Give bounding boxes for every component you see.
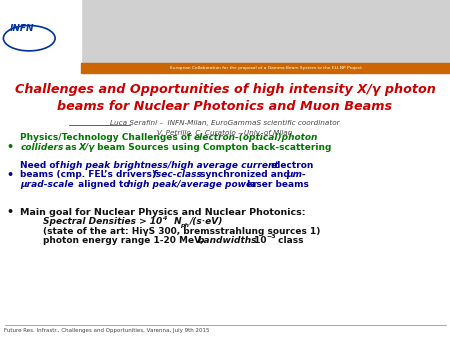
Text: electron: electron <box>268 161 313 170</box>
Text: colliders: colliders <box>20 143 63 151</box>
Text: INFN: INFN <box>10 24 35 33</box>
Text: μm-: μm- <box>286 170 306 179</box>
Text: beams for Nuclear Photonics and Muon Beams: beams for Nuclear Photonics and Muon Bea… <box>58 100 392 113</box>
Text: X/γ: X/γ <box>79 143 95 151</box>
Text: ph: ph <box>180 223 189 227</box>
Text: −3: −3 <box>266 234 276 239</box>
Text: (state of the art: HiγS 300, bremsstrahlung sources 1): (state of the art: HiγS 300, bremsstrahl… <box>43 227 320 236</box>
Text: beams (cmp. FEL’s drivers): beams (cmp. FEL’s drivers) <box>20 170 159 179</box>
Text: electron-(optical)photon: electron-(optical)photon <box>194 133 318 142</box>
Text: μrad-scale: μrad-scale <box>20 180 74 189</box>
Text: •: • <box>7 170 14 180</box>
Text: laser beams: laser beams <box>244 180 309 189</box>
Text: bandwidths: bandwidths <box>198 236 257 245</box>
Text: N: N <box>171 217 182 226</box>
Text: Luca Serafini –  INFN-Milan, EuroGammaS scientific coordinator: Luca Serafini – INFN-Milan, EuroGammaS s… <box>110 120 340 126</box>
Text: /(s·eV): /(s·eV) <box>190 217 223 226</box>
Text: •: • <box>7 207 14 217</box>
Text: Challenges and Opportunities of high intensity X/γ photon: Challenges and Opportunities of high int… <box>14 83 436 96</box>
Text: aligned to: aligned to <box>75 180 133 189</box>
Text: fsec-class: fsec-class <box>153 170 203 179</box>
Text: 4: 4 <box>163 216 168 220</box>
Text: European Collaboration for the proposal of a Gamma Beam System to the ELI-NP Pro: European Collaboration for the proposal … <box>170 66 361 70</box>
Text: 10: 10 <box>251 236 266 245</box>
Text: Future Res. Infrastr., Challenges and Opportunities, Varenna, July 9th 2015: Future Res. Infrastr., Challenges and Op… <box>4 328 210 333</box>
Text: •: • <box>7 142 14 152</box>
Text: synchronized and: synchronized and <box>197 170 293 179</box>
Bar <box>81 0 450 68</box>
Text: beam Sources using Compton back-scattering: beam Sources using Compton back-scatteri… <box>94 143 331 151</box>
Text: Spectral Densities > 10: Spectral Densities > 10 <box>43 217 162 226</box>
Text: high peak/average power: high peak/average power <box>127 180 257 189</box>
Text: high peak brightness/high average current: high peak brightness/high average curren… <box>60 161 279 170</box>
Text: class: class <box>275 236 303 245</box>
Bar <box>81 63 450 73</box>
Text: Main goal for Nuclear Physics and Nuclear Photonics:: Main goal for Nuclear Physics and Nuclea… <box>20 208 306 217</box>
Text: Need of: Need of <box>20 161 63 170</box>
Text: as: as <box>62 143 80 151</box>
Text: V. Petrillo, C. Curatolo – Univ. of Milan: V. Petrillo, C. Curatolo – Univ. of Mila… <box>158 130 292 136</box>
Bar <box>0 0 81 68</box>
Text: photon energy range 1-20 MeV,: photon energy range 1-20 MeV, <box>43 236 206 245</box>
Text: Physics/Technology Challenges of: Physics/Technology Challenges of <box>20 133 194 142</box>
